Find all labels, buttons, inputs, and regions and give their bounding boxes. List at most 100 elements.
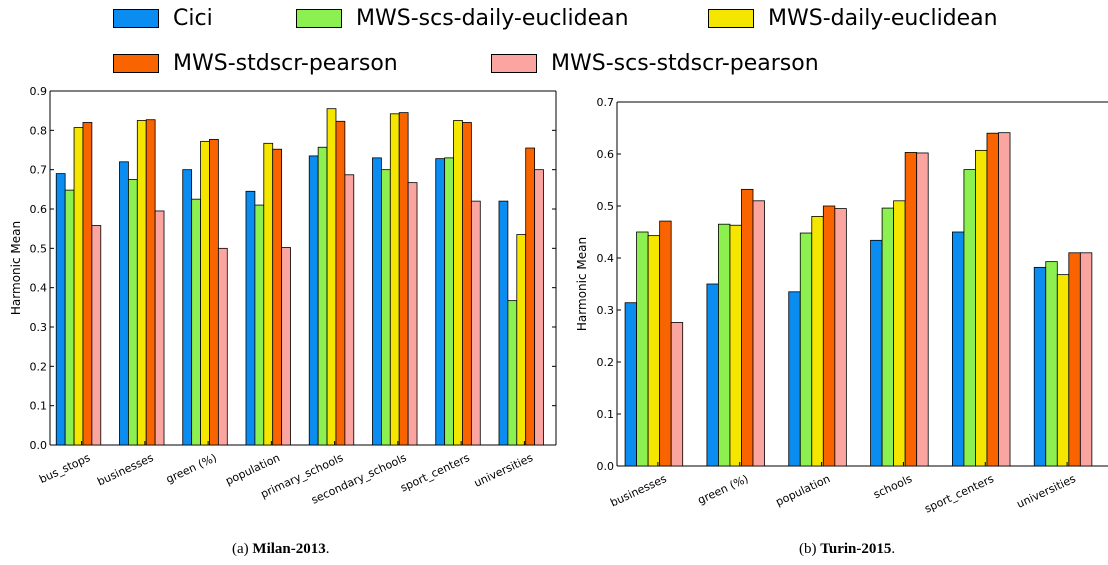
milan-y-tick-label: 0.4 [30, 282, 48, 295]
turin-bar [799, 232, 813, 467]
milan-y-tick-label: 0.1 [30, 400, 48, 413]
legend-item-mws-daily-euclidean: MWS-daily-euclidean [708, 6, 998, 31]
turin-bar [893, 200, 906, 467]
milan-y-tick-label: 0.9 [30, 85, 48, 98]
legend-label: MWS-stdscr-pearson [173, 51, 398, 76]
legend: Cici MWS-scs-daily-euclidean MWS-daily-e… [0, 0, 1108, 82]
legend-item-cici: Cici [113, 6, 213, 31]
milan-bar [245, 190, 256, 446]
turin-bar [741, 188, 754, 467]
turin-x-tick-label: universities [1015, 472, 1078, 511]
legend-item-mws-scs-daily-euclidean: MWS-scs-daily-euclidean [296, 6, 629, 31]
milan-bar [516, 234, 527, 446]
turin-bar [788, 291, 801, 467]
milan-bar [444, 157, 454, 446]
milan-bar [209, 138, 219, 446]
milan-y-tick-label: 0.7 [30, 164, 48, 177]
turin-y-tick-label: 0.7 [597, 96, 615, 109]
turin-bar [952, 231, 965, 467]
milan-bar [462, 122, 472, 446]
legend-swatch [113, 54, 159, 73]
milan-bar [507, 300, 518, 446]
milan-y-tick-label: 0.3 [30, 321, 48, 334]
milan-bar [389, 113, 400, 446]
caption-prefix: (a) [232, 541, 253, 557]
milan-y-tick-label: 0.5 [30, 242, 48, 255]
turin-bar [647, 235, 661, 467]
turin-y-tick-label: 0.3 [597, 304, 615, 317]
turin-bar [752, 200, 765, 467]
turin-y-tick-label: 0.0 [597, 460, 615, 473]
turin-x-tick-label: sport_centers [923, 472, 997, 516]
milan-bar [200, 140, 210, 446]
caption-title: Milan-2013 [252, 541, 326, 557]
milan-x-tick-label: green (%) [164, 451, 219, 486]
milan-bar [470, 200, 481, 446]
caption-suffix: . [325, 541, 330, 557]
milan-bar [534, 169, 544, 446]
turin-bar [659, 220, 672, 467]
milan-bar [407, 182, 418, 446]
turin-bar [975, 149, 988, 467]
legend-swatch [491, 54, 537, 73]
milan-x-tick-label: businesses [95, 451, 156, 488]
legend-swatch [708, 9, 754, 28]
legend-label: MWS-scs-stdscr-pearson [551, 51, 819, 76]
milan-bar [136, 120, 147, 446]
milan-x-tick-label: bus_stops [37, 451, 92, 486]
milan-bar [191, 198, 201, 446]
caption-suffix: . [891, 541, 896, 557]
turin-x-tick-label: businesses [608, 472, 669, 509]
milan-bar [398, 112, 409, 446]
milan-bar [82, 122, 93, 446]
turin-bar [636, 231, 649, 467]
turin-bar [811, 215, 824, 467]
turin-bar [822, 205, 836, 467]
milan-bar [145, 119, 156, 446]
turin-y-axis-label: Harmonic Mean [575, 237, 589, 331]
turin-bar [1056, 274, 1070, 467]
milan-bar [308, 155, 319, 446]
milan-bar [73, 127, 84, 446]
caption-turin: (b) Turin-2015. [799, 541, 895, 558]
milan-bar [154, 210, 165, 446]
milan-bar [272, 148, 283, 446]
turin-bar [904, 152, 918, 467]
milan-bar [372, 157, 382, 446]
caption-title: Turin-2015 [820, 541, 892, 557]
milan-bar [335, 120, 346, 446]
milan-y-tick-label: 0.0 [30, 439, 48, 452]
milan-bar [326, 108, 337, 446]
milan-bar [380, 169, 391, 446]
legend-item-mws-stdscr-pearson: MWS-stdscr-pearson [113, 51, 398, 76]
milan-y-tick-label: 0.8 [30, 124, 48, 137]
milan-y-axis-label: Harmonic Mean [9, 221, 23, 315]
turin-y-tick-label: 0.1 [597, 408, 615, 421]
milan-x-tick-label: universities [472, 451, 535, 490]
turin-bar [881, 207, 895, 467]
milan-bar [317, 146, 328, 446]
milan-x-tick-label: sport_centers [398, 451, 472, 495]
milan-y-tick-label: 0.2 [30, 360, 48, 373]
legend-label: MWS-scs-daily-euclidean [356, 6, 629, 31]
milan-bar [498, 200, 509, 446]
milan-bar [182, 169, 193, 446]
turin-bar [998, 132, 1011, 467]
turin-x-tick-label: green (%) [696, 472, 751, 507]
turin-bar [1068, 252, 1081, 467]
milan-bar [525, 147, 536, 446]
milan-bar [435, 158, 446, 446]
caption-prefix: (b) [799, 541, 821, 557]
milan-bar [64, 189, 75, 446]
caption-milan: (a) Milan-2013. [232, 541, 330, 558]
turin-x-tick-label: schools [871, 472, 914, 501]
turin-y-tick-label: 0.6 [597, 148, 615, 161]
turin-bar [670, 322, 684, 467]
turin-bar [729, 224, 742, 467]
turin-y-tick-label: 0.2 [597, 356, 615, 369]
turin-bar [1033, 266, 1047, 467]
milan-y-tick-label: 0.6 [30, 203, 48, 216]
legend-item-mws-scs-stdscr-pearson: MWS-scs-stdscr-pearson [491, 51, 819, 76]
milan-bar [119, 161, 129, 446]
